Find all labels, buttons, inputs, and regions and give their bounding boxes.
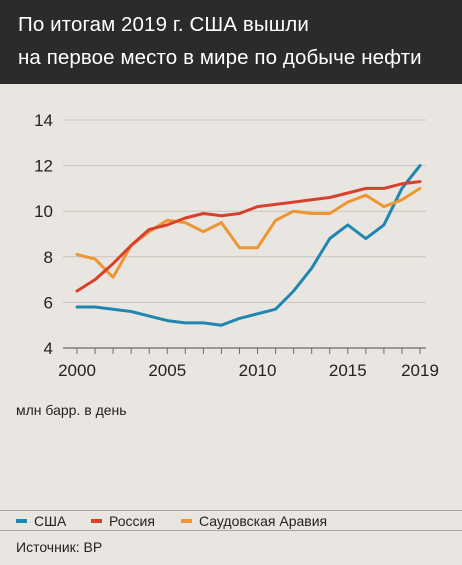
unit-label: млн барр. в день: [16, 402, 127, 418]
legend: США Россия Саудовская Аравия: [0, 510, 462, 531]
y-tick-label-8: 8: [44, 248, 53, 267]
series-line-saudi: [75, 186, 422, 279]
chart-header: По итогам 2019 г. США вышли на первое ме…: [0, 0, 462, 84]
legend-label-russia: Россия: [109, 513, 155, 529]
y-tick-label-6: 6: [44, 293, 53, 312]
legend-item-usa: США: [16, 511, 66, 531]
legend-swatch-saudi: [181, 519, 192, 523]
series-layer: [75, 164, 422, 327]
x-tick-label-2010: 2010: [239, 361, 277, 380]
legend-item-saudi: Саудовская Аравия: [181, 511, 327, 531]
y-tick-label-14: 14: [34, 111, 53, 130]
legend-label-usa: США: [34, 513, 67, 529]
y-tick-label-4: 4: [44, 339, 53, 358]
legend-swatch-usa: [16, 519, 27, 523]
x-tick-label-2000: 2000: [58, 361, 96, 380]
y-tick-label-12: 12: [34, 157, 53, 176]
chart-title-line-1: По итогам 2019 г. США вышли: [18, 13, 309, 36]
chart-area: 4 6 8 10 12 14 2000 2005 2010 2015 2019 млн барр.…: [0, 84, 462, 510]
line-chart: 4 6 8 10 12 14 2000 2005 2010 2015 2019 млн барр.…: [16, 111, 439, 418]
y-tick-labels: 4 6 8 10 12 14: [34, 111, 53, 358]
x-tick-label-2019: 2019: [401, 361, 439, 380]
series-line-russia: [75, 180, 422, 293]
legend-label-saudi: Саудовская Аравия: [199, 513, 328, 529]
x-tick-labels: 2000 2005 2010 2015 2019: [58, 361, 439, 380]
series-line-usa: [75, 164, 422, 327]
legend-item-russia: Россия: [91, 511, 155, 531]
y-tick-label-10: 10: [34, 202, 53, 221]
source-note: Источник: BP: [0, 530, 462, 565]
legend-swatch-russia: [91, 519, 102, 523]
grid-layer: [63, 119, 426, 354]
chart-title-line-2: на первое место в мире по добыче нефти: [18, 46, 422, 69]
x-tick-label-2005: 2005: [148, 361, 186, 380]
x-tick-label-2015: 2015: [329, 361, 367, 380]
